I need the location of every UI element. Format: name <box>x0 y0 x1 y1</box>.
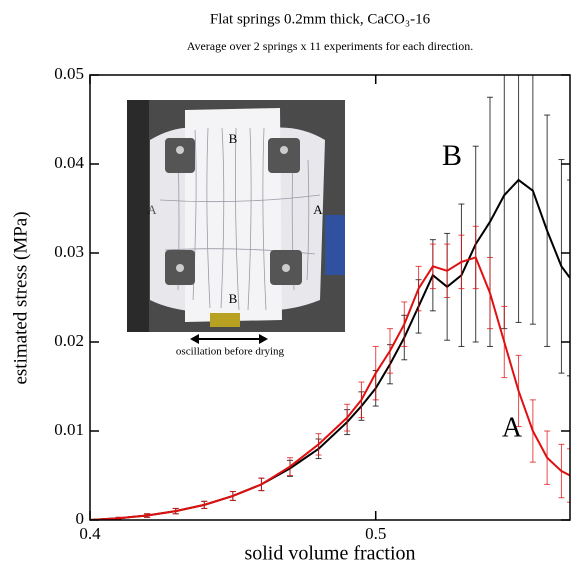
x-axis-label: solid volume fraction <box>244 543 415 565</box>
y-tick-label: 0.04 <box>54 153 84 172</box>
x-tick-label: 0.4 <box>79 524 101 543</box>
y-tick-label: 0 <box>76 509 85 528</box>
y-tick-label: 0.05 <box>54 64 84 83</box>
y-tick-label: 0.03 <box>54 242 84 261</box>
data-line <box>90 256 570 520</box>
x-tick-label: 0.5 <box>365 524 386 543</box>
y-axis-label: estimated stress (MPa) <box>10 211 31 384</box>
chart-title: Flat springs 0.2mm thick, CaCO₃-16 <box>210 11 431 27</box>
inset-photo: B B A A <box>127 100 345 332</box>
y-tick-label: 0.02 <box>54 331 84 350</box>
plot-frame <box>89 74 571 521</box>
chart-subtitle: Average over 2 springs x 11 experiments … <box>187 39 474 53</box>
inset-label: B <box>229 291 238 306</box>
inset-label: B <box>229 131 238 146</box>
y-tick-label: 0.01 <box>54 420 84 439</box>
series-label: A <box>502 412 523 443</box>
inset-label: A <box>313 202 323 217</box>
inset-label: A <box>147 202 157 217</box>
plot-area <box>90 75 570 520</box>
inset-arrow <box>190 334 268 344</box>
inset-caption: oscillation before drying <box>176 346 285 358</box>
series-label: B <box>442 139 462 172</box>
